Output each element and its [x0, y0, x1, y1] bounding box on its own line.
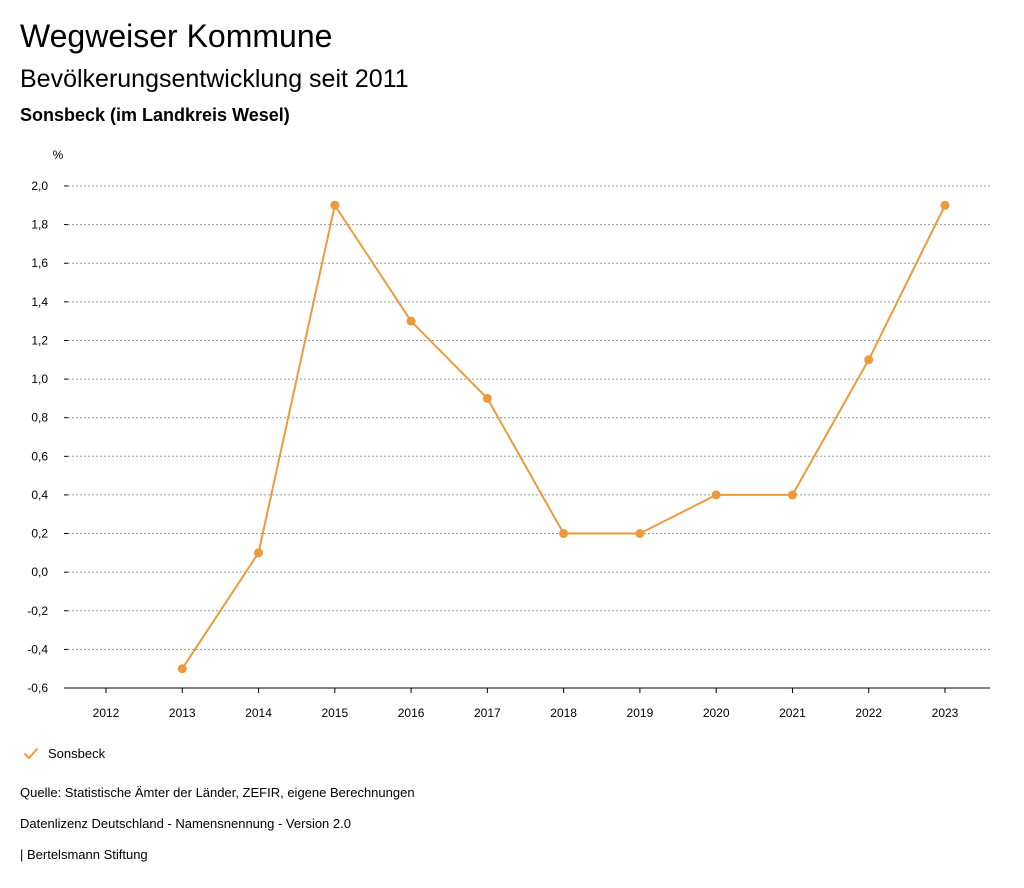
data-point — [482, 393, 492, 403]
y-tick-label: -0,4 — [27, 642, 48, 656]
y-axis-unit: % — [53, 148, 64, 162]
license-note: Datenlizenz Deutschland - Namensnennung … — [20, 816, 351, 831]
data-point — [635, 529, 645, 539]
source-note: Quelle: Statistische Ämter der Länder, Z… — [20, 785, 415, 800]
x-tick-label: 2015 — [321, 706, 348, 720]
x-tick-label: 2022 — [855, 706, 882, 720]
x-tick-label: 2014 — [245, 706, 272, 720]
check-icon — [22, 744, 40, 764]
publisher-note: | Bertelsmann Stiftung — [20, 847, 148, 862]
y-tick-label: 0,6 — [31, 449, 48, 463]
data-point — [864, 355, 874, 365]
legend-label: Sonsbeck — [48, 746, 106, 761]
region-label: Sonsbeck (im Landkreis Wesel) — [20, 105, 290, 125]
x-tick-label: 2018 — [550, 706, 577, 720]
y-tick-label: -0,2 — [27, 604, 48, 618]
series-line-sonsbeck — [181, 204, 946, 670]
y-tick-label: 0,0 — [31, 565, 48, 579]
x-tick-label: 2021 — [779, 706, 806, 720]
chart-subtitle: Bevölkerungsentwicklung seit 2011 — [20, 65, 409, 93]
y-tick-label: 1,4 — [31, 295, 48, 309]
data-point — [254, 548, 264, 558]
y-tick-label: 0,4 — [31, 488, 48, 502]
x-tick-label: 2012 — [93, 706, 120, 720]
y-tick-label: 1,6 — [31, 256, 48, 270]
x-tick-label: 2017 — [474, 706, 501, 720]
line-chart: % 2,0 1,8 1,6 1,4 1,2 1,0 0,8 0,6 0,4 0,2 0,0 -0,2 -0… — [27, 148, 990, 720]
data-point — [711, 490, 721, 500]
data-point — [330, 200, 340, 210]
y-tick-label: 1,8 — [31, 218, 48, 232]
data-point — [940, 200, 950, 210]
x-tick-label: 2020 — [703, 706, 730, 720]
page-title: Wegweiser Kommune — [20, 18, 333, 54]
legend-item-sonsbeck[interactable]: Sonsbeck — [22, 744, 105, 764]
data-point — [559, 529, 569, 539]
y-tick-label: 0,2 — [31, 527, 48, 541]
x-tick-label: 2019 — [627, 706, 654, 720]
x-tick-label: 2013 — [169, 706, 196, 720]
y-tick-label: 1,2 — [31, 333, 48, 347]
data-point — [177, 664, 187, 674]
data-point — [787, 490, 797, 500]
y-tick-label: 1,0 — [31, 372, 48, 386]
y-tick-label: -0,6 — [27, 681, 48, 695]
y-tick-label: 0,8 — [31, 411, 48, 425]
x-tick-label: 2023 — [932, 706, 959, 720]
x-tick-label: 2016 — [398, 706, 425, 720]
data-point — [406, 316, 416, 326]
y-tick-label: 2,0 — [31, 179, 48, 193]
